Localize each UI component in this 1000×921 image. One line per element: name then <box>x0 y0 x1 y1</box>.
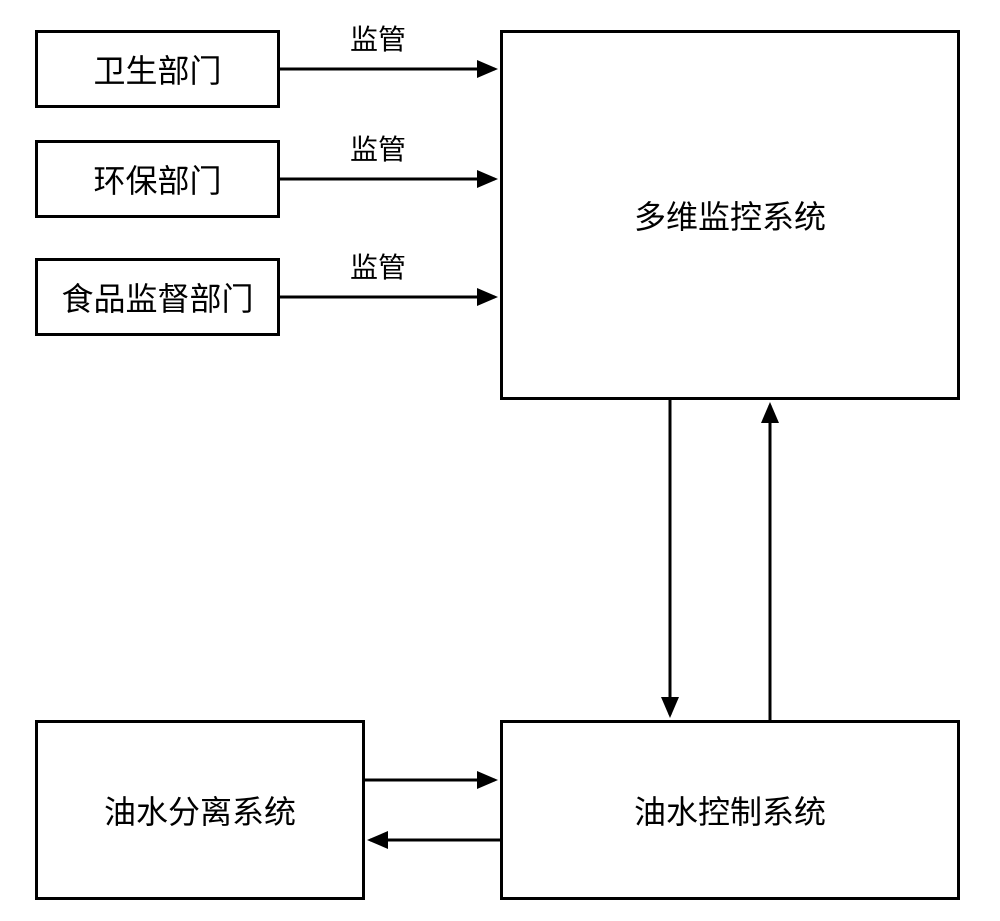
node-monitor-sys: 多维监控系统 <box>500 30 960 400</box>
node-health-dept: 卫生部门 <box>35 30 280 108</box>
node-control-sys: 油水控制系统 <box>500 720 960 900</box>
edge-label-text: 监管 <box>350 253 406 284</box>
node-label: 多维监控系统 <box>634 192 826 238</box>
node-separation-sys: 油水分离系统 <box>35 720 365 900</box>
edge-label-2: 监管 <box>350 128 406 168</box>
node-label: 卫生部门 <box>93 46 221 92</box>
node-label: 油水分离系统 <box>104 787 296 833</box>
node-env-dept: 环保部门 <box>35 140 280 218</box>
node-label: 油水控制系统 <box>634 787 826 833</box>
node-label: 环保部门 <box>93 156 221 202</box>
edge-label-text: 监管 <box>350 25 406 56</box>
edge-label-1: 监管 <box>350 18 406 58</box>
node-food-dept: 食品监督部门 <box>35 258 280 336</box>
edge-label-text: 监管 <box>350 135 406 166</box>
node-label: 食品监督部门 <box>61 274 253 320</box>
edge-label-3: 监管 <box>350 246 406 286</box>
